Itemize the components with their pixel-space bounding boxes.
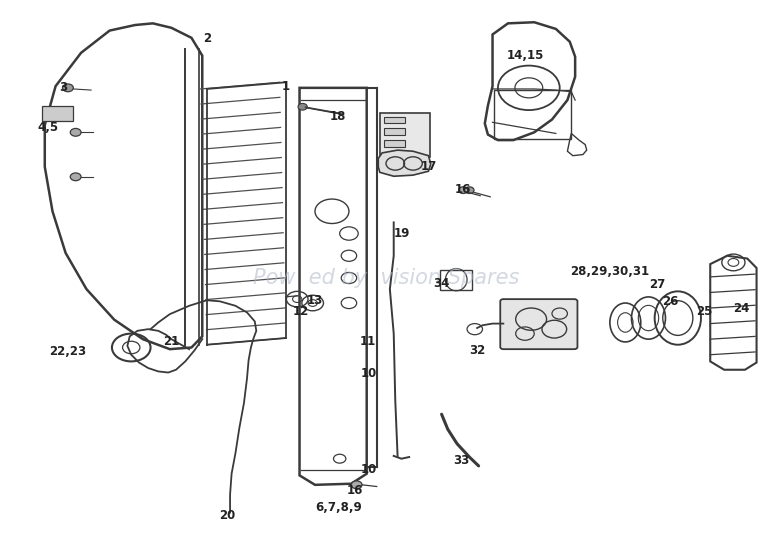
Text: 32: 32 — [469, 344, 486, 357]
Circle shape — [459, 187, 468, 193]
Text: 12: 12 — [293, 305, 310, 318]
Text: 10: 10 — [361, 463, 378, 476]
Circle shape — [465, 187, 474, 193]
Circle shape — [351, 481, 362, 489]
Text: 2: 2 — [203, 32, 211, 46]
Text: 16: 16 — [455, 182, 472, 196]
Text: 14,15: 14,15 — [506, 49, 543, 62]
Text: 27: 27 — [649, 278, 666, 291]
FancyBboxPatch shape — [500, 299, 577, 349]
FancyBboxPatch shape — [380, 113, 430, 157]
Text: 10: 10 — [361, 367, 378, 380]
Text: 22,23: 22,23 — [49, 345, 86, 358]
Circle shape — [63, 84, 73, 92]
Text: 28,29,30,31: 28,29,30,31 — [571, 265, 649, 278]
Circle shape — [70, 128, 81, 136]
Text: 20: 20 — [219, 509, 236, 523]
FancyBboxPatch shape — [42, 106, 73, 121]
Text: 3: 3 — [59, 81, 67, 95]
Text: 13: 13 — [306, 294, 323, 307]
Text: 17: 17 — [420, 160, 437, 173]
Text: 16: 16 — [347, 484, 364, 497]
Circle shape — [70, 173, 81, 181]
Text: 21: 21 — [163, 335, 180, 349]
Text: 18: 18 — [330, 110, 347, 123]
FancyBboxPatch shape — [384, 140, 405, 147]
Text: Pow  ed by  vision Spares: Pow ed by vision Spares — [252, 268, 520, 288]
Text: 4,5: 4,5 — [37, 121, 59, 135]
Text: 26: 26 — [662, 295, 679, 308]
Circle shape — [298, 103, 307, 110]
Text: 24: 24 — [733, 302, 750, 315]
Text: 34: 34 — [433, 277, 450, 290]
FancyBboxPatch shape — [384, 128, 405, 135]
Text: 33: 33 — [453, 454, 470, 467]
FancyBboxPatch shape — [384, 117, 405, 123]
Text: 1: 1 — [282, 80, 290, 93]
Text: 19: 19 — [393, 227, 410, 240]
Text: 11: 11 — [359, 335, 376, 349]
Text: 6,7,8,9: 6,7,8,9 — [315, 500, 361, 514]
Polygon shape — [378, 150, 431, 176]
Text: 25: 25 — [696, 305, 713, 318]
